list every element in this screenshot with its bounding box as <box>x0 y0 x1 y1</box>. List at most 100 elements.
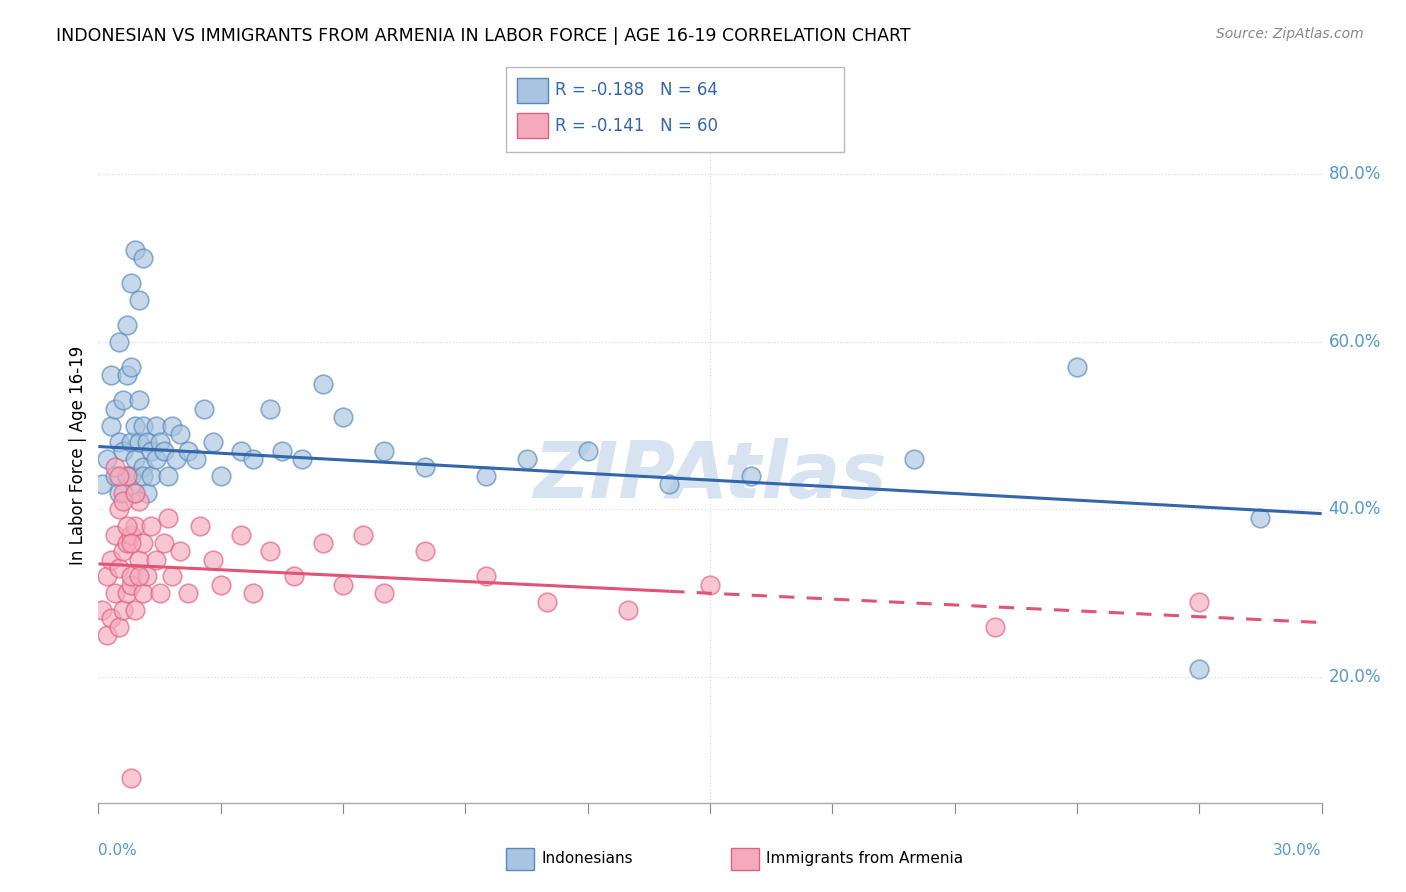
Text: Immigrants from Armenia: Immigrants from Armenia <box>766 852 963 866</box>
Point <box>193 401 215 416</box>
Point <box>259 401 281 416</box>
Point <box>201 435 224 450</box>
Text: 60.0%: 60.0% <box>1329 333 1381 351</box>
Point <box>136 435 159 450</box>
Point <box>291 452 314 467</box>
Point <box>283 569 305 583</box>
Point <box>169 544 191 558</box>
Point <box>231 443 253 458</box>
Point <box>120 435 142 450</box>
Point <box>108 485 131 500</box>
Point <box>1249 510 1271 524</box>
Text: ZIPAtlas: ZIPAtlas <box>533 438 887 514</box>
Text: 30.0%: 30.0% <box>1274 843 1322 858</box>
Point <box>474 468 498 483</box>
Point <box>128 393 150 408</box>
Text: INDONESIAN VS IMMIGRANTS FROM ARMENIA IN LABOR FORCE | AGE 16-19 CORRELATION CHA: INDONESIAN VS IMMIGRANTS FROM ARMENIA IN… <box>56 27 911 45</box>
Point <box>984 620 1007 634</box>
Point <box>156 468 179 483</box>
Point <box>124 452 146 467</box>
Point <box>352 527 374 541</box>
Point <box>104 468 127 483</box>
Point <box>115 368 138 383</box>
Point <box>152 536 174 550</box>
Point <box>124 485 146 500</box>
Point <box>165 452 187 467</box>
Point <box>120 276 142 290</box>
Point <box>373 586 395 600</box>
Point <box>332 410 354 425</box>
Point <box>124 485 146 500</box>
Text: 40.0%: 40.0% <box>1329 500 1381 518</box>
Point <box>132 536 155 550</box>
Point <box>160 569 183 583</box>
Point <box>124 418 146 433</box>
Point <box>108 468 131 483</box>
Point <box>124 243 146 257</box>
Point <box>132 251 155 265</box>
Point <box>108 561 131 575</box>
Point <box>201 552 224 566</box>
Point <box>96 628 118 642</box>
Point <box>136 569 159 583</box>
Point <box>120 569 142 583</box>
Point <box>104 527 127 541</box>
Point <box>128 293 150 307</box>
Point <box>1188 594 1211 608</box>
Point <box>312 376 335 391</box>
Point <box>111 443 134 458</box>
Point <box>617 603 640 617</box>
Point <box>658 477 681 491</box>
Point <box>111 494 134 508</box>
Point <box>120 468 142 483</box>
Point <box>242 452 264 467</box>
Point <box>413 460 436 475</box>
Point <box>576 443 599 458</box>
Point <box>141 443 163 458</box>
Point <box>124 603 146 617</box>
Point <box>259 544 281 558</box>
Point <box>128 494 150 508</box>
Point <box>96 569 118 583</box>
Point <box>115 586 138 600</box>
Point <box>141 519 163 533</box>
Point <box>332 578 354 592</box>
Point <box>188 519 212 533</box>
Point <box>242 586 264 600</box>
Point <box>413 544 436 558</box>
Point <box>536 594 558 608</box>
Point <box>169 427 191 442</box>
Point <box>149 586 172 600</box>
Point <box>132 418 155 433</box>
Point <box>115 468 138 483</box>
Point <box>186 452 208 467</box>
Point <box>1066 359 1088 374</box>
Point <box>120 527 142 541</box>
Point <box>312 536 335 550</box>
Text: R = -0.188   N = 64: R = -0.188 N = 64 <box>555 81 718 99</box>
Point <box>132 460 155 475</box>
Point <box>104 401 127 416</box>
Point <box>120 578 142 592</box>
Point <box>516 452 538 467</box>
Point <box>373 443 395 458</box>
Point <box>145 552 167 566</box>
Point <box>699 578 721 592</box>
Point <box>128 435 150 450</box>
Point <box>100 418 122 433</box>
Point <box>100 611 122 625</box>
Point <box>156 510 179 524</box>
Point <box>111 485 134 500</box>
Point <box>120 359 142 374</box>
Point <box>136 485 159 500</box>
Y-axis label: In Labor Force | Age 16-19: In Labor Force | Age 16-19 <box>69 345 87 565</box>
Point <box>152 443 174 458</box>
Point <box>96 452 118 467</box>
Point <box>115 519 138 533</box>
Point <box>104 460 127 475</box>
Point <box>120 771 142 785</box>
Point <box>91 477 114 491</box>
Point <box>740 468 762 483</box>
Point <box>231 527 253 541</box>
Point <box>115 318 138 332</box>
